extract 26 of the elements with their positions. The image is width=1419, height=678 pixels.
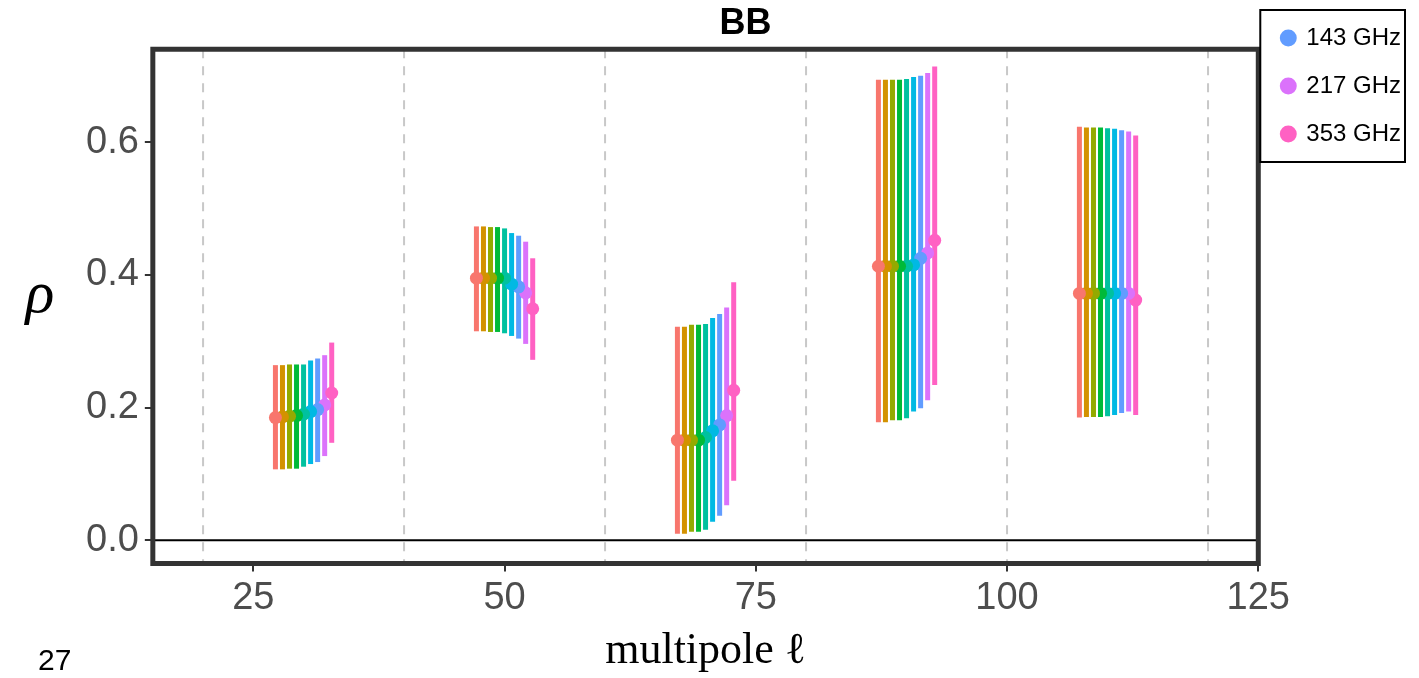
legend-label: 143 GHz <box>1306 22 1402 50</box>
y-tick-label: 0.6 <box>86 118 139 161</box>
y-axis-title: ρ <box>23 259 55 326</box>
point <box>1072 286 1086 300</box>
legend-label: 217 GHz <box>1306 70 1402 98</box>
point <box>526 302 540 316</box>
x-tick-label: 75 <box>734 574 777 617</box>
y-tick-label: 0.4 <box>86 251 139 294</box>
x-tick-label: 125 <box>1226 574 1290 617</box>
text: 27 <box>38 643 72 676</box>
point <box>469 271 483 285</box>
y-tick-label: 0.0 <box>86 516 139 559</box>
x-axis-title: multipole ℓ <box>605 624 806 674</box>
y-tick-label: 0.2 <box>86 384 139 427</box>
point <box>268 411 282 425</box>
legend-label: 353 GHz <box>1306 118 1402 146</box>
x-tick-label: 50 <box>483 574 526 617</box>
point <box>871 259 885 273</box>
point <box>720 409 734 423</box>
x-tick-label: 100 <box>975 574 1039 617</box>
point <box>727 383 741 397</box>
x-tick-label: 25 <box>232 574 275 617</box>
point <box>325 386 339 400</box>
point <box>928 233 942 247</box>
point <box>670 433 684 447</box>
chart-title: BB <box>719 0 772 42</box>
